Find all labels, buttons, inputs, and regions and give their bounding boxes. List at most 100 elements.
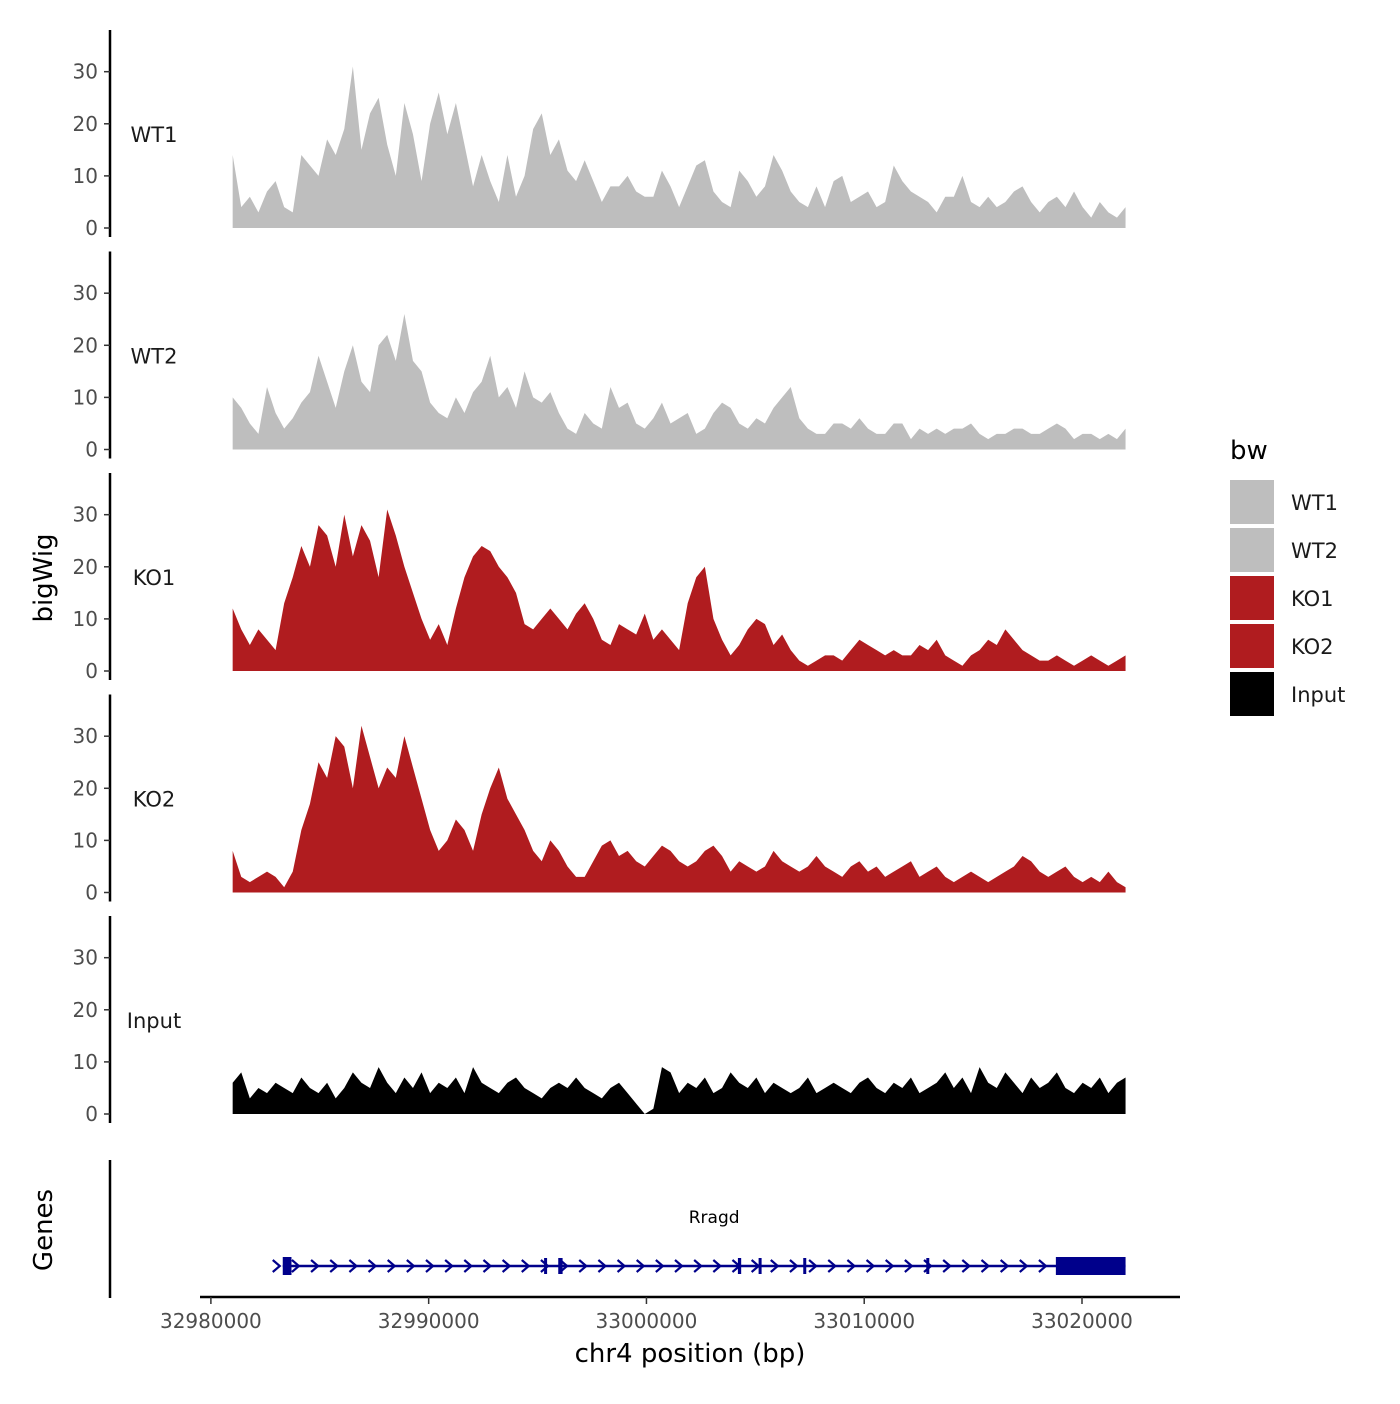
x-tick-label: 32980000 <box>160 1309 262 1333</box>
strand-arrow <box>329 1259 339 1273</box>
legend-swatch-wt1 <box>1230 480 1274 524</box>
gene-track: Rragd <box>108 1160 1126 1298</box>
y-tick-label: 20 <box>73 776 98 800</box>
legend-label-wt1: WT1 <box>1291 491 1338 515</box>
exon <box>544 1258 548 1274</box>
strand-arrow <box>310 1259 320 1273</box>
strand-arrow <box>1019 1259 1029 1273</box>
y-tick-label: 20 <box>73 555 98 579</box>
y-tick-label: 10 <box>73 1050 98 1074</box>
y-tick-label: 30 <box>73 946 98 970</box>
strand-arrow <box>291 1259 301 1273</box>
panel-wt1: 0 10 20 30 WT1 <box>73 30 1126 240</box>
strand-arrow <box>521 1259 531 1273</box>
strand-arrow <box>348 1259 359 1273</box>
strand-arrow <box>406 1259 416 1273</box>
x-tick-label: 33000000 <box>596 1309 698 1333</box>
strand-arrow <box>272 1259 282 1273</box>
strand-arrow <box>827 1259 837 1273</box>
exon <box>758 1258 762 1274</box>
y-tick-label: 30 <box>73 724 98 748</box>
strand-arrow <box>712 1259 723 1273</box>
coverage-area-input <box>232 1067 1126 1114</box>
y-tick-label: 0 <box>85 659 98 683</box>
strand-arrow <box>904 1259 914 1273</box>
strand-arrow <box>846 1259 857 1273</box>
strand-arrow <box>808 1259 818 1273</box>
y-tick-label: 0 <box>85 216 98 240</box>
strand-arrow <box>674 1259 684 1273</box>
strand-arrow <box>980 1259 991 1273</box>
strand-arrow <box>1038 1259 1048 1273</box>
exon <box>1055 1257 1126 1275</box>
strand-arrow <box>578 1259 588 1273</box>
x-tick-label: 33020000 <box>1031 1309 1133 1333</box>
y-tick-label: 30 <box>73 281 98 305</box>
y-tick-label: 20 <box>73 998 98 1022</box>
strand-arrow <box>463 1259 473 1273</box>
legend-swatch-ko1 <box>1230 576 1274 620</box>
strand-arrow <box>635 1259 646 1273</box>
track-label-ko2: KO2 <box>133 788 176 812</box>
strand-arrow <box>999 1259 1010 1273</box>
strand-arrow <box>386 1259 397 1273</box>
exon <box>737 1258 742 1274</box>
track-label-wt1: WT1 <box>131 123 178 147</box>
y-tick-label: 0 <box>85 438 98 462</box>
exon <box>803 1258 807 1274</box>
strand-arrow <box>655 1259 665 1273</box>
y-tick-label: 0 <box>85 1102 98 1126</box>
strand-arrow <box>789 1259 799 1273</box>
strand-arrow <box>942 1259 952 1273</box>
gene-name-label: Rragd <box>689 1208 740 1228</box>
y-tick-label: 10 <box>73 164 98 188</box>
y-tick-label: 20 <box>73 112 98 136</box>
panel-ko2: 0 10 20 30 KO2 <box>73 694 1126 905</box>
strand-arrow <box>444 1259 454 1273</box>
legend-swatch-wt2 <box>1230 528 1274 572</box>
y-tick-label: 10 <box>73 828 98 852</box>
legend-label-ko2: KO2 <box>1291 635 1334 659</box>
strand-arrow <box>501 1259 512 1273</box>
track-label-wt2: WT2 <box>131 345 178 369</box>
legend-swatch-ko2 <box>1230 624 1274 668</box>
legend-label-input: Input <box>1291 683 1345 707</box>
strand-arrow <box>693 1259 703 1273</box>
y-axis-title: bigWig <box>29 533 59 622</box>
strand-arrow <box>425 1259 435 1273</box>
track-label-input: Input <box>127 1009 181 1033</box>
track-panels: 0 10 20 30 WT1 0 10 20 30 WT2 0 10 20 30 KO1 0 10 20 30 KO2… <box>73 30 1126 1126</box>
y-tick-label: 30 <box>73 60 98 84</box>
x-axis: 32980000 32990000 33000000 33010000 33020000 <box>160 1295 1180 1333</box>
x-tick-label: 32990000 <box>378 1309 480 1333</box>
coverage-area-wt1 <box>232 66 1126 228</box>
strand-arrow <box>597 1259 608 1273</box>
coverage-area-wt2 <box>232 314 1126 450</box>
y-tick-label: 0 <box>85 881 98 905</box>
panel-input: 0 10 20 30 Input <box>73 916 1126 1126</box>
coverage-area-ko2 <box>232 725 1126 893</box>
panel-ko1: 0 10 20 30 KO1 <box>73 473 1126 683</box>
legend-swatch-input <box>1230 672 1274 716</box>
strand-arrow <box>961 1259 972 1273</box>
legend-title: bw <box>1230 436 1268 466</box>
y-tick-label: 30 <box>73 503 98 527</box>
legend-label-ko1: KO1 <box>1291 587 1334 611</box>
panel-wt2: 0 10 20 30 WT2 <box>73 251 1126 462</box>
y-tick-label: 10 <box>73 607 98 631</box>
exon <box>558 1258 563 1274</box>
y-tick-label: 20 <box>73 333 98 357</box>
exon <box>926 1258 930 1274</box>
y-tick-label: 10 <box>73 385 98 409</box>
legend-label-wt2: WT2 <box>1291 539 1338 563</box>
genes-axis-title: Genes <box>29 1189 59 1271</box>
strand-arrow <box>770 1259 780 1273</box>
strand-arrow <box>616 1259 627 1273</box>
strand-arrow <box>865 1259 876 1273</box>
strand-arrow <box>540 1259 550 1273</box>
strand-arrow <box>482 1259 493 1273</box>
legend: bw WT1 WT2 KO1 KO2 Input <box>1230 436 1345 716</box>
track-label-ko1: KO1 <box>133 566 176 590</box>
